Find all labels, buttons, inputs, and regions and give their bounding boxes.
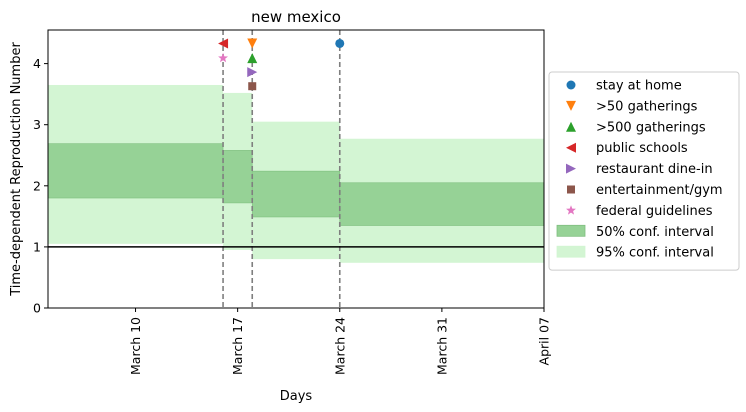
event-marker-public-schools (218, 38, 229, 49)
plot-frame (47, 29, 545, 309)
event-marker-restaurant-dine-in (247, 67, 258, 78)
x-tick-label: March 31 (434, 317, 449, 375)
y-axis-label: Time-dependent Reproduction Number (9, 42, 24, 297)
y-tick-label: 3 (33, 117, 41, 132)
y-axis-ticks: 0 1 2 3 4 (33, 56, 48, 316)
ci50-band-2 (251, 170, 341, 218)
x-tick-label: March 24 (332, 317, 347, 375)
legend-label: federal guidelines (596, 204, 713, 219)
x-tick-label: March 17 (230, 317, 245, 375)
legend-label: >500 gatherings (596, 120, 706, 135)
legend-label: entertainment/gym (596, 183, 723, 198)
legend-label: 95% conf. interval (596, 246, 714, 261)
legend-label: stay at home (596, 79, 682, 94)
y-tick-label: 2 (33, 178, 41, 193)
ci50-band-3 (339, 182, 545, 226)
legend-label: restaurant dine-in (596, 162, 713, 177)
legend-box (548, 71, 740, 271)
legend-marker-federal-guidelines (566, 205, 576, 215)
x-tick-label: March 10 (128, 317, 143, 375)
event-markers (218, 38, 345, 91)
event-marker-federal-guidelines (218, 52, 228, 63)
legend-swatch-1 (556, 245, 586, 258)
y-tick-label: 4 (33, 56, 41, 71)
x-axis-ticks: March 10 March 17 March 24 March 31 April 07 (128, 308, 552, 375)
intervention-lines (222, 30, 341, 308)
legend-label: 50% conf. interval (596, 225, 714, 240)
chart-title: new mexico (251, 8, 341, 26)
y-tick-label: 1 (33, 239, 41, 254)
legend-swatch-0 (556, 224, 586, 237)
legend-label: public schools (596, 141, 688, 156)
legend-marker-entertainment-gym (567, 185, 575, 194)
event-marker-50-gatherings (247, 38, 258, 49)
legend-marker-public-schools (566, 142, 576, 153)
y-tick-label: 0 (33, 301, 41, 316)
legend-marker-stay-at-home (566, 80, 576, 90)
x-tick-label: April 07 (537, 317, 552, 365)
x-axis-label: Days (280, 389, 313, 404)
legend-marker-500-gatherings (566, 121, 576, 132)
ci50-band-0 (47, 143, 224, 199)
event-marker-entertainment-gym (248, 82, 257, 91)
event-marker-500-gatherings (247, 53, 258, 64)
ci50-band-1 (222, 150, 253, 204)
event-marker-stay-at-home (335, 38, 345, 48)
legend-marker-restaurant-dine-in (566, 163, 576, 174)
legend-label: >50 gatherings (596, 99, 698, 114)
ci50-bands (47, 143, 545, 226)
legend-marker-50-gatherings (566, 100, 576, 111)
legend: stay at home >50 gatherings >500 gathering… (548, 71, 740, 271)
